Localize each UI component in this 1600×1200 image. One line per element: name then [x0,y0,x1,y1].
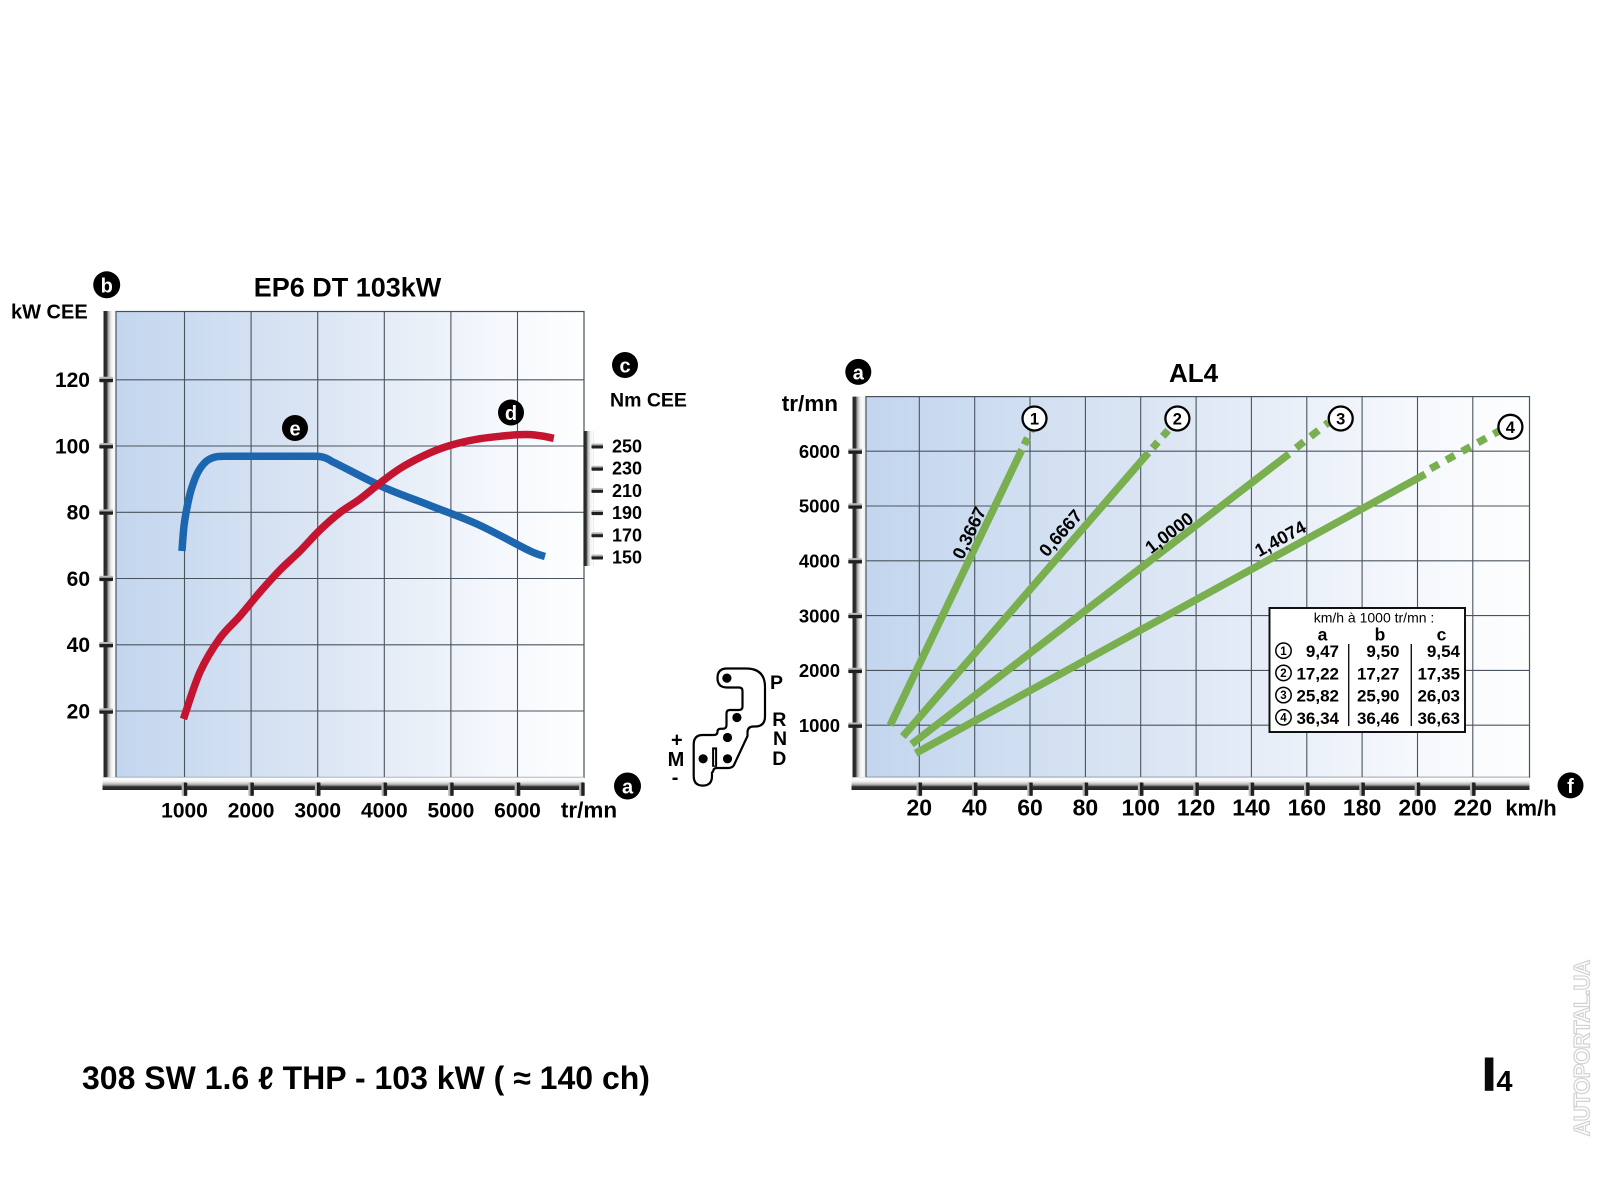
svg-text:230: 230 [612,459,642,479]
svg-text:140: 140 [1232,795,1270,821]
svg-text:c: c [1437,625,1447,645]
svg-text:a: a [622,777,634,799]
svg-text:160: 160 [1288,795,1326,821]
svg-text:170: 170 [612,525,642,545]
svg-text:b: b [1375,625,1386,645]
svg-text:2: 2 [1280,668,1286,680]
svg-text:+: + [671,730,683,752]
svg-text:AUTOPORTAL.UA: AUTOPORTAL.UA [1570,960,1595,1137]
svg-text:180: 180 [1343,795,1381,821]
svg-text:20: 20 [907,795,933,821]
svg-text:km/h: km/h [1505,796,1556,821]
svg-text:3000: 3000 [799,605,840,626]
svg-text:25,90: 25,90 [1357,687,1400,706]
svg-text:-: - [672,767,679,789]
svg-text:R: R [772,709,786,731]
svg-text:190: 190 [612,503,642,523]
svg-text:40: 40 [67,634,90,657]
svg-text:150: 150 [612,548,642,568]
svg-text:60: 60 [67,568,90,591]
svg-text:210: 210 [612,481,642,501]
svg-text:36,46: 36,46 [1357,709,1400,728]
svg-text:120: 120 [55,369,90,392]
svg-text:3: 3 [1280,690,1286,702]
svg-text:2000: 2000 [799,660,840,681]
svg-text:5000: 5000 [799,496,840,517]
svg-text:a: a [1318,625,1328,645]
svg-text:40: 40 [962,795,988,821]
svg-text:3: 3 [1336,411,1345,429]
svg-text:80: 80 [67,502,90,525]
svg-text:36,34: 36,34 [1296,709,1339,728]
svg-text:e: e [289,419,300,441]
svg-text:25,82: 25,82 [1296,687,1339,706]
svg-text:17,35: 17,35 [1417,664,1460,683]
svg-text:308 SW 1.6 ℓ THP - 103 kW ( ≈: 308 SW 1.6 ℓ THP - 103 kW ( ≈ 140 ch) [82,1060,650,1096]
svg-text:1000: 1000 [161,800,208,823]
svg-text:1: 1 [1280,646,1287,658]
svg-text:a: a [853,362,865,384]
svg-text:4: 4 [1280,712,1287,724]
svg-text:9,54: 9,54 [1427,642,1461,661]
svg-text:3000: 3000 [294,800,341,823]
svg-text:2000: 2000 [228,800,275,823]
svg-text:17,27: 17,27 [1357,664,1400,683]
svg-text:20: 20 [67,701,90,724]
svg-text:2: 2 [1173,411,1182,429]
svg-text:80: 80 [1073,795,1099,821]
svg-text:5000: 5000 [428,800,475,823]
svg-text:f: f [1567,776,1574,798]
svg-text:250: 250 [612,437,642,457]
svg-text:9,50: 9,50 [1366,642,1399,661]
svg-text:km/h à 1000 tr/mn :: km/h à 1000 tr/mn : [1314,610,1435,626]
svg-text:100: 100 [1122,795,1160,821]
svg-text:1: 1 [1030,411,1039,429]
svg-text:220: 220 [1454,795,1492,821]
svg-text:200: 200 [1398,795,1436,821]
svg-text:26,03: 26,03 [1417,687,1460,706]
svg-text:17,22: 17,22 [1296,664,1339,683]
svg-text:1000: 1000 [799,715,840,736]
svg-text:100: 100 [55,435,90,458]
svg-text:EP6 DT 103kW: EP6 DT 103kW [254,273,442,303]
svg-text:tr/mn: tr/mn [561,798,617,823]
svg-text:N: N [773,728,787,750]
svg-text:6000: 6000 [799,441,840,462]
svg-text:c: c [619,356,630,378]
svg-text:36,63: 36,63 [1417,709,1460,728]
svg-text:Nm CEE: Nm CEE [610,390,687,412]
svg-text:120: 120 [1177,795,1215,821]
svg-text:4: 4 [1506,419,1516,437]
svg-text:4: 4 [1496,1066,1512,1098]
svg-text:tr/mn: tr/mn [782,391,838,416]
svg-text:6000: 6000 [494,800,541,823]
svg-text:P: P [770,672,783,694]
svg-text:4000: 4000 [361,800,408,823]
svg-text:4000: 4000 [799,551,840,572]
svg-text:d: d [505,403,517,425]
svg-text:9,47: 9,47 [1306,642,1339,661]
svg-text:M: M [668,749,685,771]
svg-text:60: 60 [1017,795,1043,821]
svg-text:D: D [772,748,786,770]
svg-text:b: b [101,275,113,297]
svg-text:kW CEE: kW CEE [11,302,88,324]
svg-text:AL4: AL4 [1169,358,1219,388]
